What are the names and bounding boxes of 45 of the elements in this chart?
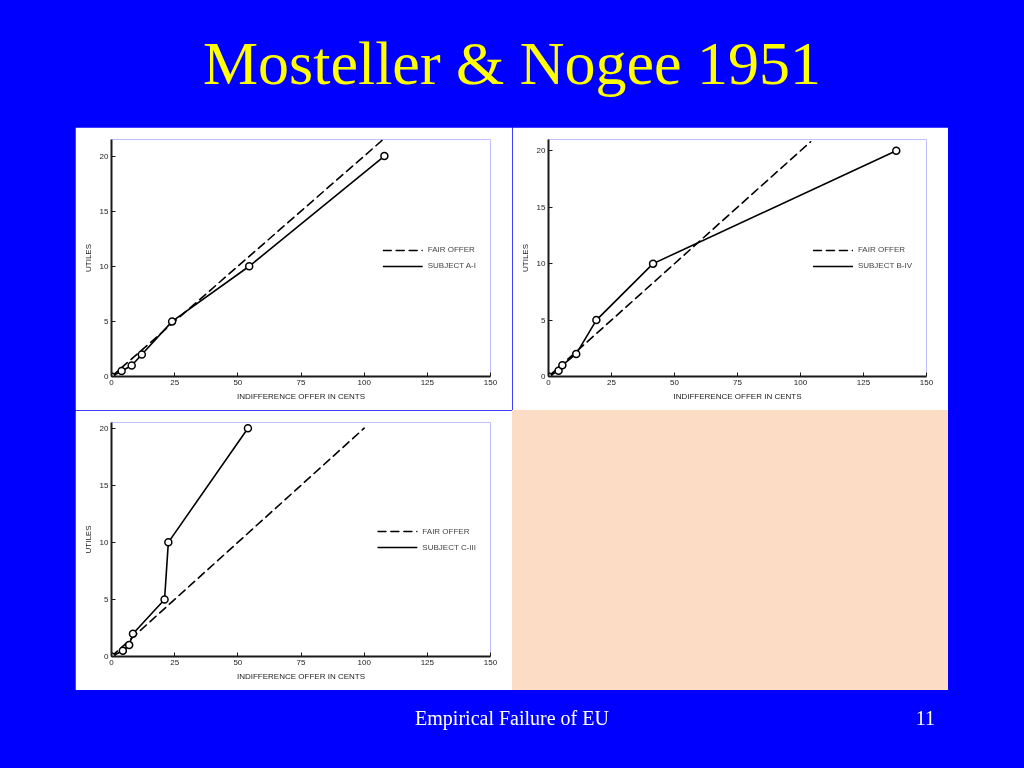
x-tick-label: 125 xyxy=(420,377,435,387)
x-axis-title: INDIFFERENCE OFFER IN CENTS xyxy=(237,671,366,681)
x-axis-title: INDIFFERENCE OFFER IN CENTS xyxy=(673,391,802,401)
y-tick-label: 20 xyxy=(536,146,547,156)
y-tick-label: 15 xyxy=(99,206,110,216)
y-axis-title: UTILES xyxy=(520,243,530,272)
x-tick-label: 150 xyxy=(919,377,934,387)
y-tick-label: 15 xyxy=(536,202,547,212)
x-tick-label: 100 xyxy=(357,377,372,387)
legend-label: SUBJECT C-III xyxy=(422,542,476,552)
legend-label: FAIR OFFER xyxy=(422,526,470,536)
chart-title: Mosteller & Nogee 1951 xyxy=(202,28,822,99)
x-tick-label: 100 xyxy=(357,657,372,667)
y-tick-label: 10 xyxy=(99,261,110,271)
text: Empirical Failure of EU xyxy=(415,707,609,729)
x-tick-label: 25 xyxy=(170,377,180,387)
legend-label: FAIR OFFER xyxy=(427,244,475,255)
legend-label: FAIR OFFER xyxy=(857,244,906,255)
x-tick-label: 100 xyxy=(793,377,808,387)
x-tick-label: 75 xyxy=(296,377,306,387)
y-axis-title: UTILES xyxy=(83,243,93,272)
x-tick-label: 25 xyxy=(607,377,617,387)
y-axis-title: UTILES xyxy=(83,525,93,554)
x-axis-title: INDIFFERENCE OFFER IN CENTS xyxy=(237,391,366,401)
x-tick-label: 50 xyxy=(233,377,243,387)
x-tick-label: 125 xyxy=(420,657,435,667)
text: 11 xyxy=(914,706,935,731)
y-tick-label: 10 xyxy=(536,259,547,269)
y-tick-label: 5 xyxy=(541,315,547,325)
x-tick-label: 25 xyxy=(170,657,180,667)
y-tick-label: 15 xyxy=(99,480,110,490)
y-tick-label: 5 xyxy=(104,316,110,326)
y-tick-label: 10 xyxy=(99,537,110,547)
x-tick-label: 150 xyxy=(483,377,498,387)
x-tick-label: 125 xyxy=(856,377,871,387)
y-tick-label: 20 xyxy=(99,423,110,433)
x-tick-label: 150 xyxy=(483,657,498,667)
x-tick-label: 75 xyxy=(296,657,306,667)
legend-label: SUBJECT B-IV xyxy=(857,260,912,271)
x-tick-label: 50 xyxy=(233,657,243,667)
y-tick-label: 5 xyxy=(104,594,110,604)
x-tick-label: 75 xyxy=(733,377,743,387)
x-tick-label: 50 xyxy=(670,377,680,387)
legend-label: SUBJECT A-I xyxy=(427,260,476,271)
y-tick-label: 20 xyxy=(99,151,110,161)
